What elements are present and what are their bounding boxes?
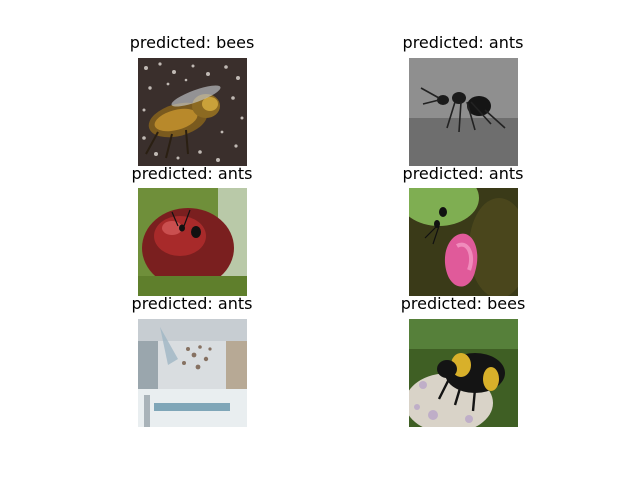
panel-caption: predicted: ants: [402, 33, 524, 52]
panel-caption: predicted: bees: [400, 294, 526, 313]
ant-on-fruit-photo: [138, 188, 247, 296]
panel-caption: predicted: ants: [402, 164, 524, 183]
panel-caption: predicted: ants: [131, 294, 253, 313]
ant-photo: [409, 58, 518, 166]
building-photo: [138, 319, 247, 427]
ant-on-petal-photo: [409, 188, 518, 296]
panel-caption: predicted: ants: [131, 164, 253, 183]
bee-photo: [138, 58, 247, 166]
panel-caption: predicted: bees: [129, 33, 255, 52]
bumblebee-photo: [409, 319, 518, 427]
